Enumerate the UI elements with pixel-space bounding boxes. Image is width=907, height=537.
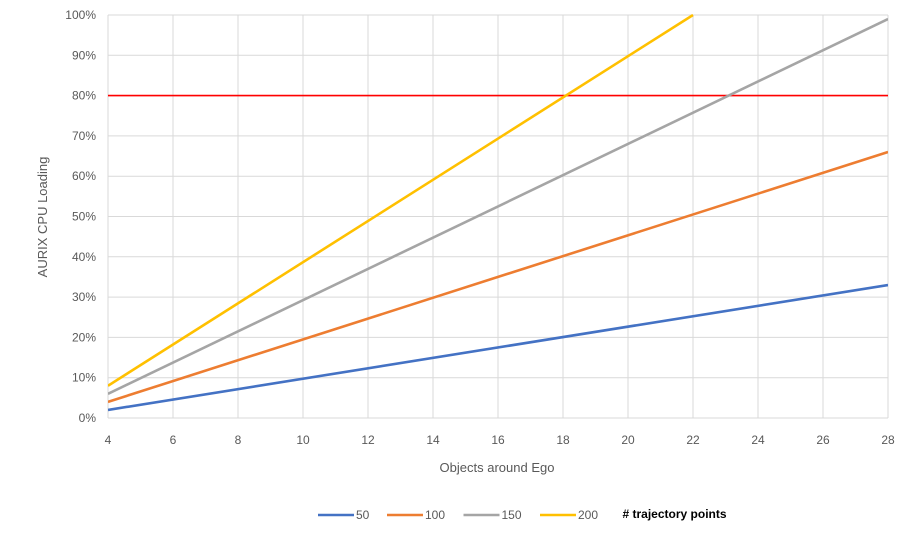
x-tick-label: 28 — [881, 433, 895, 447]
series-lines — [108, 14, 888, 412]
y-tick-label: 10% — [72, 371, 96, 385]
legend-label-200: 200 — [578, 508, 598, 522]
y-axis-title: AURIX CPU Loading — [35, 157, 50, 278]
y-tick-labels: 0% 10% 20% 30% 40% 50% 60% 70% 80% 90% 100% — [65, 8, 96, 425]
x-tick-label: 24 — [751, 433, 765, 447]
x-tick-label: 4 — [105, 433, 112, 447]
legend-label-100: 100 — [425, 508, 445, 522]
y-tick-label: 30% — [72, 290, 96, 304]
x-tick-label: 14 — [426, 433, 440, 447]
x-tick-label: 6 — [170, 433, 177, 447]
x-tick-label: 20 — [621, 433, 635, 447]
legend: 50 100 150 200 # trajectory points — [318, 507, 727, 522]
x-axis-title: Objects around Ego — [440, 460, 555, 475]
y-tick-label: 70% — [72, 129, 96, 143]
x-tick-label: 10 — [296, 433, 310, 447]
x-tick-label: 18 — [556, 433, 570, 447]
series-line-200 — [108, 14, 694, 387]
y-tick-label: 50% — [72, 210, 96, 224]
y-tick-label: 40% — [72, 250, 96, 264]
y-tick-label: 60% — [72, 169, 96, 183]
series-line-100 — [108, 150, 888, 404]
legend-note: # trajectory points — [623, 507, 727, 521]
y-tick-label: 0% — [79, 411, 97, 425]
x-tick-label: 16 — [491, 433, 505, 447]
y-tick-label: 20% — [72, 330, 96, 344]
legend-label-50: 50 — [356, 508, 370, 522]
y-tick-label: 80% — [72, 89, 96, 103]
x-tick-label: 12 — [361, 433, 375, 447]
series-line-50 — [108, 283, 888, 412]
series-line-150 — [108, 17, 888, 395]
legend-label-150: 150 — [502, 508, 522, 522]
x-tick-label: 22 — [686, 433, 700, 447]
x-tick-label: 8 — [235, 433, 242, 447]
y-tick-label: 100% — [65, 8, 96, 22]
x-tick-labels: 4 6 8 10 12 14 16 18 20 22 24 26 28 — [105, 433, 895, 447]
x-tick-label: 26 — [816, 433, 830, 447]
y-tick-label: 90% — [72, 48, 96, 62]
